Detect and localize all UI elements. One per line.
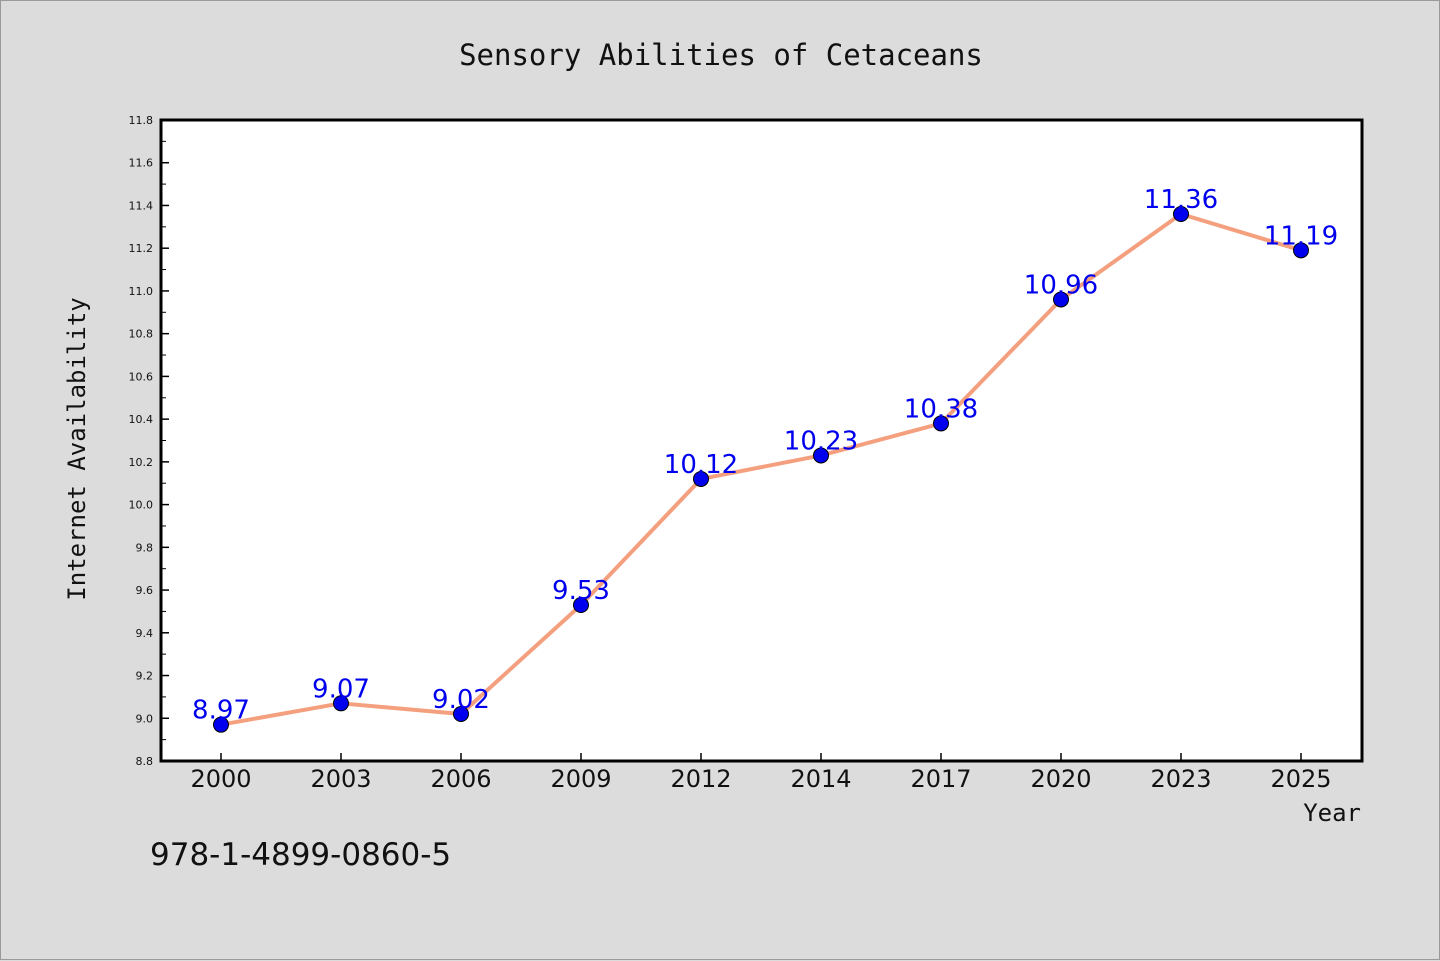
data-label: 10.38 <box>904 394 978 424</box>
x-tick-label: 2009 <box>550 765 611 793</box>
data-point <box>453 705 469 722</box>
y-tick-label: 9.0 <box>136 712 154 725</box>
data-label: 10.23 <box>784 426 858 456</box>
data-point <box>333 695 349 712</box>
y-tick-label: 10.6 <box>129 370 154 383</box>
data-label: 9.02 <box>432 685 490 715</box>
data-label: 10.96 <box>1024 270 1098 300</box>
y-tick-label: 11.4 <box>129 199 154 212</box>
data-point <box>693 470 709 487</box>
chart-title: Sensory Abilities of Cetaceans <box>459 38 983 72</box>
x-tick-label: 2012 <box>670 765 731 793</box>
x-tick-label: 2006 <box>430 765 491 793</box>
series-line <box>220 212 1302 727</box>
x-tick-label: 2025 <box>1270 765 1331 793</box>
x-axis-label: Year <box>1303 799 1361 827</box>
data-point <box>1053 291 1069 308</box>
y-tick-label: 10.2 <box>129 456 154 469</box>
x-tick-label: 2003 <box>310 765 371 793</box>
y-tick-label: 11.8 <box>129 114 154 127</box>
data-point <box>1293 242 1309 259</box>
x-tick-label: 2014 <box>790 765 851 793</box>
y-tick-label: 11.0 <box>129 285 154 298</box>
y-tick-label: 10.8 <box>129 328 154 341</box>
x-tick-label: 2020 <box>1030 765 1091 793</box>
data-label: 11.36 <box>1144 185 1218 215</box>
y-tick-label: 11.6 <box>129 157 154 170</box>
x-axis: 2000 2003 2006 2009 2012 2014 2017 2020 2023 2025 <box>190 753 1332 793</box>
data-label: 10.12 <box>664 450 738 480</box>
data-label: 11.19 <box>1264 221 1338 251</box>
y-tick-label: 10.0 <box>129 499 154 512</box>
y-axis-label: Internet Availability <box>63 297 91 600</box>
y-tick-label: 9.2 <box>136 670 154 683</box>
x-tick-label: 2023 <box>1150 765 1211 793</box>
y-tick-label: 8.8 <box>136 755 154 768</box>
series-group <box>213 206 1309 733</box>
x-tick-label: 2000 <box>190 765 251 793</box>
y-tick-label: 11.2 <box>129 242 154 255</box>
y-tick-label: 9.8 <box>136 541 154 554</box>
data-point <box>933 415 949 432</box>
data-label: 9.53 <box>552 576 610 606</box>
data-label: 9.07 <box>312 674 370 704</box>
y-tick-label: 10.4 <box>129 413 154 426</box>
y-axis: 8.8 9.0 9.2 9.4 9.6 9.8 10.0 10.2 10.4 10.6 10.8 11… <box>129 114 169 768</box>
data-point <box>1173 206 1189 223</box>
data-labels: 8.97 9.07 9.02 9.53 10.12 10.23 10.38 10.96 11.3… <box>192 185 1338 726</box>
data-point <box>573 597 589 614</box>
y-tick-label: 9.4 <box>136 627 154 640</box>
data-point <box>213 716 229 733</box>
x-tick-label: 2017 <box>910 765 971 793</box>
isbn-text: 978-1-4899-0860-5 <box>150 837 451 873</box>
data-point <box>813 447 829 464</box>
y-tick-label: 9.6 <box>136 584 154 597</box>
data-label: 8.97 <box>192 696 250 726</box>
